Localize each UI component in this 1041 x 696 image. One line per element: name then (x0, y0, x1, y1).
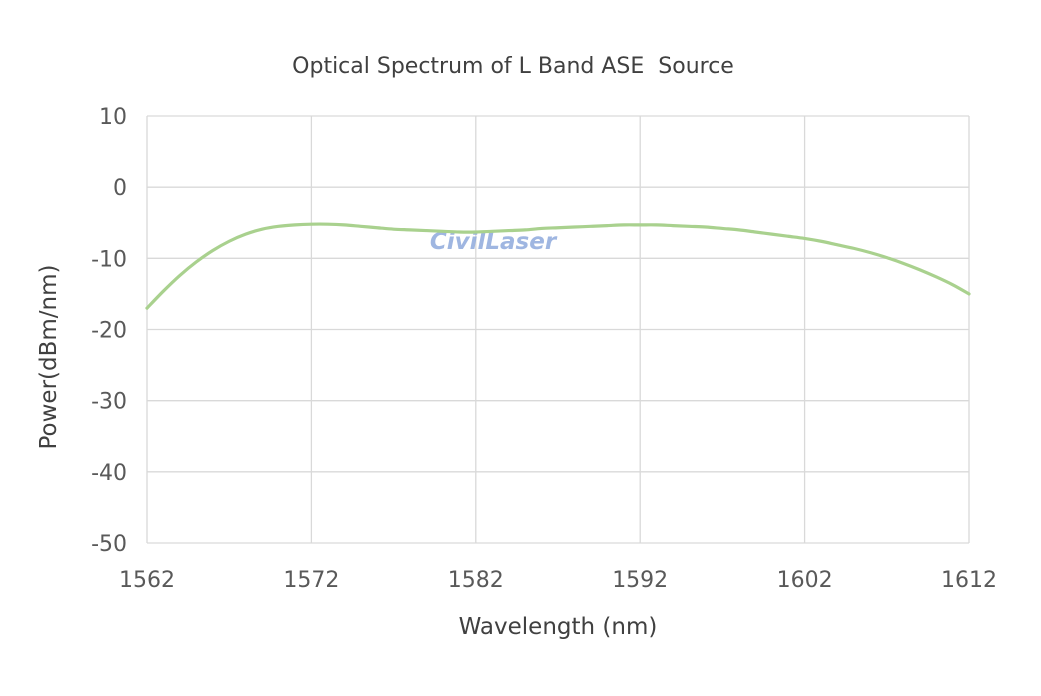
x-tick-label: 1592 (612, 568, 668, 593)
x-tick-label: 1602 (777, 568, 833, 593)
y-tick-label: 10 (99, 105, 127, 130)
y-tick-label: -50 (91, 532, 127, 557)
y-tick-label: -10 (91, 247, 127, 272)
series-layer (145, 222, 971, 310)
series-line (145, 222, 971, 310)
y-tick-label: -30 (91, 390, 127, 415)
x-tick-label: 1582 (448, 568, 504, 593)
x-tick-label: 1612 (941, 568, 997, 593)
civillaser-watermark-logo: CivilLaser (430, 229, 558, 255)
x-tick-label: 1562 (119, 568, 175, 593)
y-tick-label: -40 (91, 461, 127, 486)
y-tick-label: 0 (113, 176, 127, 201)
y-tick-label: -20 (91, 319, 127, 344)
y-tick-labels: 10 0 -10 -20 -30 -40 -50 (91, 105, 127, 557)
chart-title: Optical Spectrum of L Band ASE Source (292, 54, 734, 79)
x-axis-label: Wavelength (nm) (459, 614, 658, 640)
x-tick-label: 1572 (283, 568, 339, 593)
y-axis-label: Power(dBm/nm) (36, 265, 62, 450)
x-tick-labels: 1562 1572 1582 1592 1602 1612 (119, 568, 997, 593)
grid-layer (146, 115, 970, 544)
